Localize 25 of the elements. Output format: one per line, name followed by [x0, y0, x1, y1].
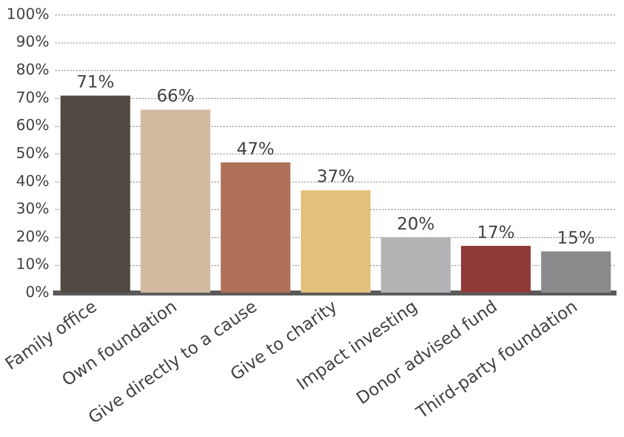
- y-tick-label: 50%: [16, 144, 50, 162]
- y-tick-label: 80%: [16, 60, 50, 79]
- data-label: 71%: [76, 72, 114, 93]
- bar: [541, 251, 611, 293]
- y-tick-label: 20%: [16, 227, 50, 246]
- y-tick-label: 60%: [16, 116, 50, 134]
- data-label: 15%: [557, 228, 595, 248]
- bar: [300, 190, 370, 293]
- y-tick-label: 0%: [26, 283, 50, 302]
- y-tick-label: 30%: [16, 200, 50, 218]
- data-label: 37%: [316, 167, 355, 188]
- y-tick-label: 100%: [6, 4, 50, 23]
- bar: [60, 96, 130, 293]
- bar: [380, 238, 451, 293]
- bar: [461, 246, 531, 293]
- data-label: 17%: [476, 222, 515, 243]
- bar: [140, 110, 210, 293]
- y-tick-label: 10%: [16, 255, 50, 274]
- y-tick-label: 70%: [16, 88, 50, 106]
- y-tick-label: 40%: [16, 172, 50, 190]
- y-tick-label: 90%: [16, 32, 50, 51]
- data-label: 20%: [396, 214, 435, 234]
- bar: [220, 162, 290, 293]
- data-label: 66%: [156, 86, 194, 106]
- data-label: 47%: [236, 139, 274, 160]
